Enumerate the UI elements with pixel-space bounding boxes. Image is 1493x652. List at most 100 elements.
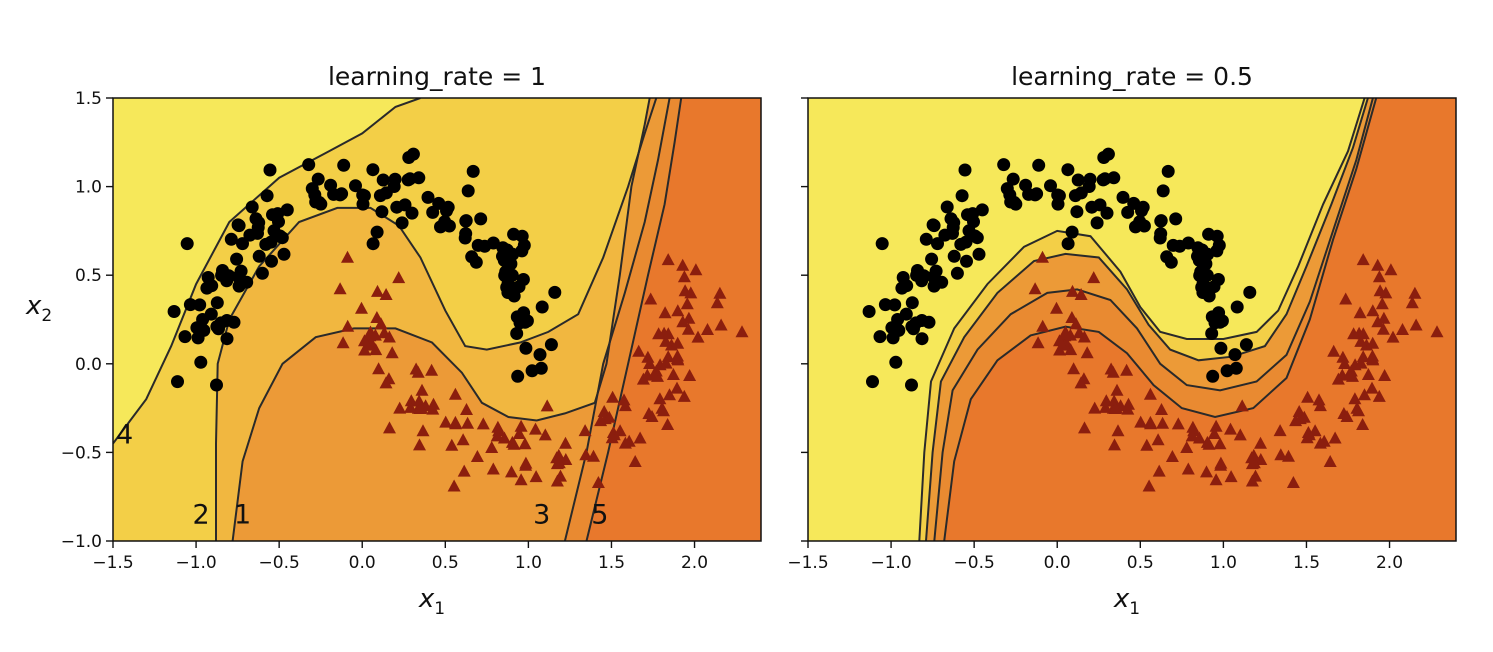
point-class-1 xyxy=(701,323,714,335)
y-tick-label: 0.5 xyxy=(75,266,102,286)
point-class-1 xyxy=(1358,388,1371,401)
point-class-0 xyxy=(1071,173,1085,187)
point-class-1 xyxy=(1273,424,1287,437)
point-class-1 xyxy=(613,424,627,437)
point-class-1 xyxy=(1067,362,1081,375)
point-class-1 xyxy=(1207,427,1221,439)
point-class-1 xyxy=(1386,330,1400,343)
point-class-1 xyxy=(497,431,511,444)
point-class-0 xyxy=(259,237,273,251)
point-class-1 xyxy=(518,437,532,450)
point-class-0 xyxy=(1169,212,1183,226)
point-class-0 xyxy=(434,220,447,234)
y-tick-label: −1.0 xyxy=(61,532,102,552)
point-class-0 xyxy=(212,322,225,336)
point-class-0 xyxy=(970,231,984,245)
point-class-1 xyxy=(1078,421,1091,434)
point-class-0 xyxy=(210,296,224,310)
point-class-1 xyxy=(1339,292,1353,305)
point-class-0 xyxy=(1093,198,1107,212)
point-class-1 xyxy=(448,387,462,400)
point-class-0 xyxy=(931,237,944,251)
point-class-1 xyxy=(1312,393,1326,406)
point-class-0 xyxy=(280,203,294,217)
decision-boundary xyxy=(918,98,1366,541)
point-class-0 xyxy=(474,212,488,226)
decision-region xyxy=(586,98,761,541)
point-class-0 xyxy=(1136,200,1150,214)
point-class-0 xyxy=(1028,188,1042,202)
point-class-0 xyxy=(471,238,485,252)
point-class-1 xyxy=(710,296,724,309)
point-class-1 xyxy=(647,368,661,381)
y-tick-label: 1.0 xyxy=(75,178,102,198)
point-class-1 xyxy=(336,336,350,349)
point-class-1 xyxy=(457,464,471,477)
point-class-1 xyxy=(1028,282,1042,295)
point-class-1 xyxy=(1371,258,1385,271)
point-class-0 xyxy=(1156,184,1170,198)
point-class-1 xyxy=(1209,473,1223,486)
point-class-1 xyxy=(1371,315,1385,328)
point-class-0 xyxy=(519,341,533,355)
point-class-0 xyxy=(1160,250,1174,264)
point-class-1 xyxy=(415,383,429,396)
point-class-0 xyxy=(1228,348,1242,362)
point-class-0 xyxy=(889,355,903,369)
point-class-1 xyxy=(1233,428,1247,441)
point-class-1 xyxy=(1151,433,1165,446)
point-class-1 xyxy=(1108,438,1121,451)
point-class-1 xyxy=(1142,479,1156,492)
point-class-1 xyxy=(579,448,593,461)
point-class-1 xyxy=(1327,344,1341,357)
point-class-1 xyxy=(413,402,427,414)
point-class-1 xyxy=(1080,346,1094,359)
point-class-1 xyxy=(392,271,406,284)
point-class-1 xyxy=(676,258,690,271)
point-class-0 xyxy=(236,237,249,251)
point-class-1 xyxy=(678,284,692,297)
point-class-0 xyxy=(1070,205,1084,219)
point-class-1 xyxy=(559,436,572,449)
point-class-1 xyxy=(1143,415,1157,428)
point-class-1 xyxy=(1152,464,1166,477)
point-class-1 xyxy=(1254,453,1268,465)
point-class-1 xyxy=(1214,456,1228,469)
point-class-1 xyxy=(645,410,659,422)
y-tick-label: 0.0 xyxy=(75,355,102,375)
point-class-0 xyxy=(412,171,426,185)
point-class-0 xyxy=(1214,341,1228,355)
point-class-1 xyxy=(1053,334,1066,347)
x-tick-label: −0.5 xyxy=(954,553,995,573)
point-class-1 xyxy=(529,422,542,435)
point-class-1 xyxy=(1031,336,1045,349)
point-class-1 xyxy=(1366,336,1380,349)
point-class-0 xyxy=(960,254,973,268)
x-tick-label: 0.5 xyxy=(1127,553,1154,573)
point-class-1 xyxy=(383,421,396,434)
point-class-0 xyxy=(376,173,390,187)
point-class-0 xyxy=(899,307,913,321)
y-ticks-left: −1.0 −0.5 0.0 0.5 1.0 1.5 xyxy=(61,89,113,552)
x-tick-label: −1.0 xyxy=(175,553,216,573)
point-class-0 xyxy=(1065,225,1079,239)
x-tick-label: 0.5 xyxy=(432,553,459,573)
point-class-0 xyxy=(1051,197,1065,211)
point-class-0 xyxy=(178,330,192,344)
point-class-1 xyxy=(358,334,371,347)
point-class-1 xyxy=(355,301,368,314)
point-class-1 xyxy=(655,401,669,414)
class-1-triangles-left xyxy=(333,250,749,492)
point-class-0 xyxy=(866,375,879,389)
point-class-0 xyxy=(255,266,269,280)
point-class-1 xyxy=(1354,334,1368,347)
point-class-1 xyxy=(540,399,554,412)
point-class-1 xyxy=(676,315,690,328)
point-class-0 xyxy=(929,276,943,290)
point-class-1 xyxy=(1185,429,1199,442)
point-class-1 xyxy=(1274,448,1288,461)
point-class-1 xyxy=(618,399,632,412)
point-class-0 xyxy=(230,252,244,266)
point-class-0 xyxy=(1032,158,1046,172)
